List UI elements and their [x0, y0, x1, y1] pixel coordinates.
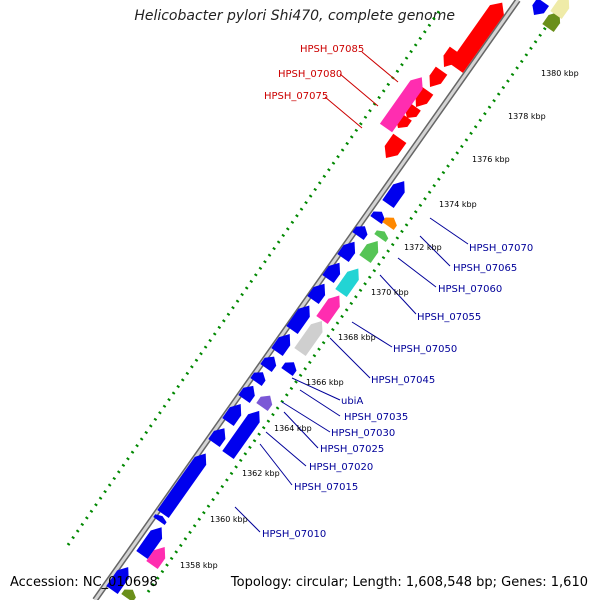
gene-label-forward[interactable]: HPSH_07055 — [417, 312, 481, 323]
gene-arrow-outer-17[interactable] — [382, 181, 405, 208]
tick-label: 1366 kbp — [306, 378, 344, 387]
gene-arrow-inner-6[interactable] — [294, 321, 323, 356]
gene-label-forward[interactable]: HPSH_07050 — [393, 344, 457, 355]
leader-line — [339, 73, 379, 107]
gene-arrow-reverse-6[interactable] — [443, 46, 462, 67]
gene-arrow-inner-3[interactable] — [222, 410, 260, 459]
outer-dotted-ring — [66, 9, 442, 546]
genome-summary: Topology: circular; Length: 1,608,548 bp… — [230, 575, 588, 590]
gene-arrow-outer-9[interactable] — [260, 356, 277, 372]
gene-arrow-outer-7[interactable] — [238, 385, 255, 403]
gene-arrow-inner-9[interactable] — [359, 241, 379, 263]
gene-arrow-inner-2[interactable] — [146, 547, 166, 569]
gene-label-forward[interactable]: HPSH_07065 — [453, 263, 517, 274]
gene-label-forward[interactable]: HPSH_07025 — [320, 444, 384, 455]
gene-arrow-outer-6[interactable] — [222, 404, 242, 426]
leader-line — [351, 321, 393, 348]
leader-line — [265, 431, 307, 467]
leader-line — [281, 401, 331, 433]
gene-arrow-reverse-1[interactable] — [384, 133, 407, 158]
gene-arrow-inner-5[interactable] — [281, 362, 297, 376]
gene-arrow-outer-11[interactable] — [286, 305, 310, 335]
gene-arrow-outer-1[interactable] — [106, 567, 129, 594]
leader-line — [291, 377, 341, 401]
gene-arrow-reverse-5[interactable] — [429, 66, 448, 87]
gene-label-reverse[interactable]: HPSH_07080 — [278, 69, 342, 80]
tick-label: 1370 kbp — [371, 288, 409, 297]
gene-label-forward[interactable]: HPSH_07060 — [438, 284, 502, 295]
leader-line — [419, 235, 451, 267]
gene-arrow-outer-13[interactable] — [322, 262, 341, 283]
leader-line — [429, 217, 469, 245]
leader-line — [283, 411, 319, 449]
tick-label: 1358 kbp — [180, 561, 218, 570]
gene-arrow-reverse-long[interactable] — [449, 2, 504, 73]
gene-label-reverse[interactable]: HPSH_07085 — [300, 44, 364, 55]
gene-label-forward[interactable]: HPSH_07070 — [469, 243, 533, 254]
tick-label: 1378 kbp — [508, 112, 546, 121]
gene-arrow-outer-8[interactable] — [250, 372, 266, 386]
gene-label-forward[interactable]: ubiA — [341, 396, 363, 407]
gene-label-forward[interactable]: HPSH_07020 — [309, 462, 373, 473]
gene-label-forward[interactable]: HPSH_07015 — [294, 482, 358, 493]
leader-line — [397, 257, 437, 288]
gene-arrow-inner-4[interactable] — [256, 395, 273, 411]
gene-arrow-inner-11[interactable] — [382, 217, 397, 231]
gene-label-forward[interactable]: HPSH_07010 — [262, 529, 326, 540]
gene-arrow-inner-7[interactable] — [316, 295, 340, 325]
tick-label: 1362 kbp — [242, 469, 280, 478]
gene-arrow-outer-12[interactable] — [307, 283, 326, 304]
tick-label: 1374 kbp — [439, 200, 477, 209]
leader-line — [299, 389, 341, 417]
gene-label-reverse[interactable]: HPSH_07075 — [264, 91, 328, 102]
gene-arrow-inner-8[interactable] — [335, 268, 359, 298]
gene-arrow-outer-14[interactable] — [337, 241, 356, 262]
leader-line — [234, 506, 261, 533]
gene-arrow-magenta-top[interactable] — [379, 77, 423, 133]
leader-line — [259, 443, 293, 486]
accession-text: Accession: NC_010698 — [10, 575, 158, 590]
tick-label: 1376 kbp — [472, 155, 510, 164]
tick-label: 1368 kbp — [338, 333, 376, 342]
gene-arrow-inner-1[interactable] — [121, 589, 136, 600]
tick-label: 1372 kbp — [404, 243, 442, 252]
tick-label: 1360 kbp — [210, 515, 248, 524]
tick-label: 1364 kbp — [274, 424, 312, 433]
gene-arrow-olive[interactable] — [542, 11, 561, 32]
gene-arrow-top-blue[interactable] — [532, 0, 549, 15]
gene-arrow-khaki[interactable] — [550, 0, 570, 19]
gene-label-forward[interactable]: HPSH_07045 — [371, 375, 435, 386]
gene-arrow-outer-16[interactable] — [370, 211, 385, 225]
gene-arrow-outer-15[interactable] — [352, 226, 368, 240]
gene-arrow-outer-5[interactable] — [208, 428, 226, 447]
leader-line — [324, 96, 363, 129]
inner-dotted-ring — [146, 0, 567, 593]
leader-line — [379, 274, 417, 315]
leader-line — [361, 51, 399, 83]
leader-line — [329, 337, 371, 379]
gene-arrow-outer-3[interactable] — [153, 514, 167, 525]
gene-arrow-outer-10[interactable] — [271, 334, 291, 356]
gene-arrow-outer-2[interactable] — [136, 527, 163, 559]
tick-label: 1380 kbp — [541, 69, 579, 78]
gene-label-forward[interactable]: HPSH_07030 — [331, 428, 395, 439]
gene-arrow-inner-10[interactable] — [374, 230, 389, 242]
map-title: Helicobacter pylori Shi470, complete gen… — [134, 8, 455, 24]
gene-arrow-outer-4[interactable] — [157, 453, 207, 519]
gene-label-forward[interactable]: HPSH_07035 — [344, 412, 408, 423]
